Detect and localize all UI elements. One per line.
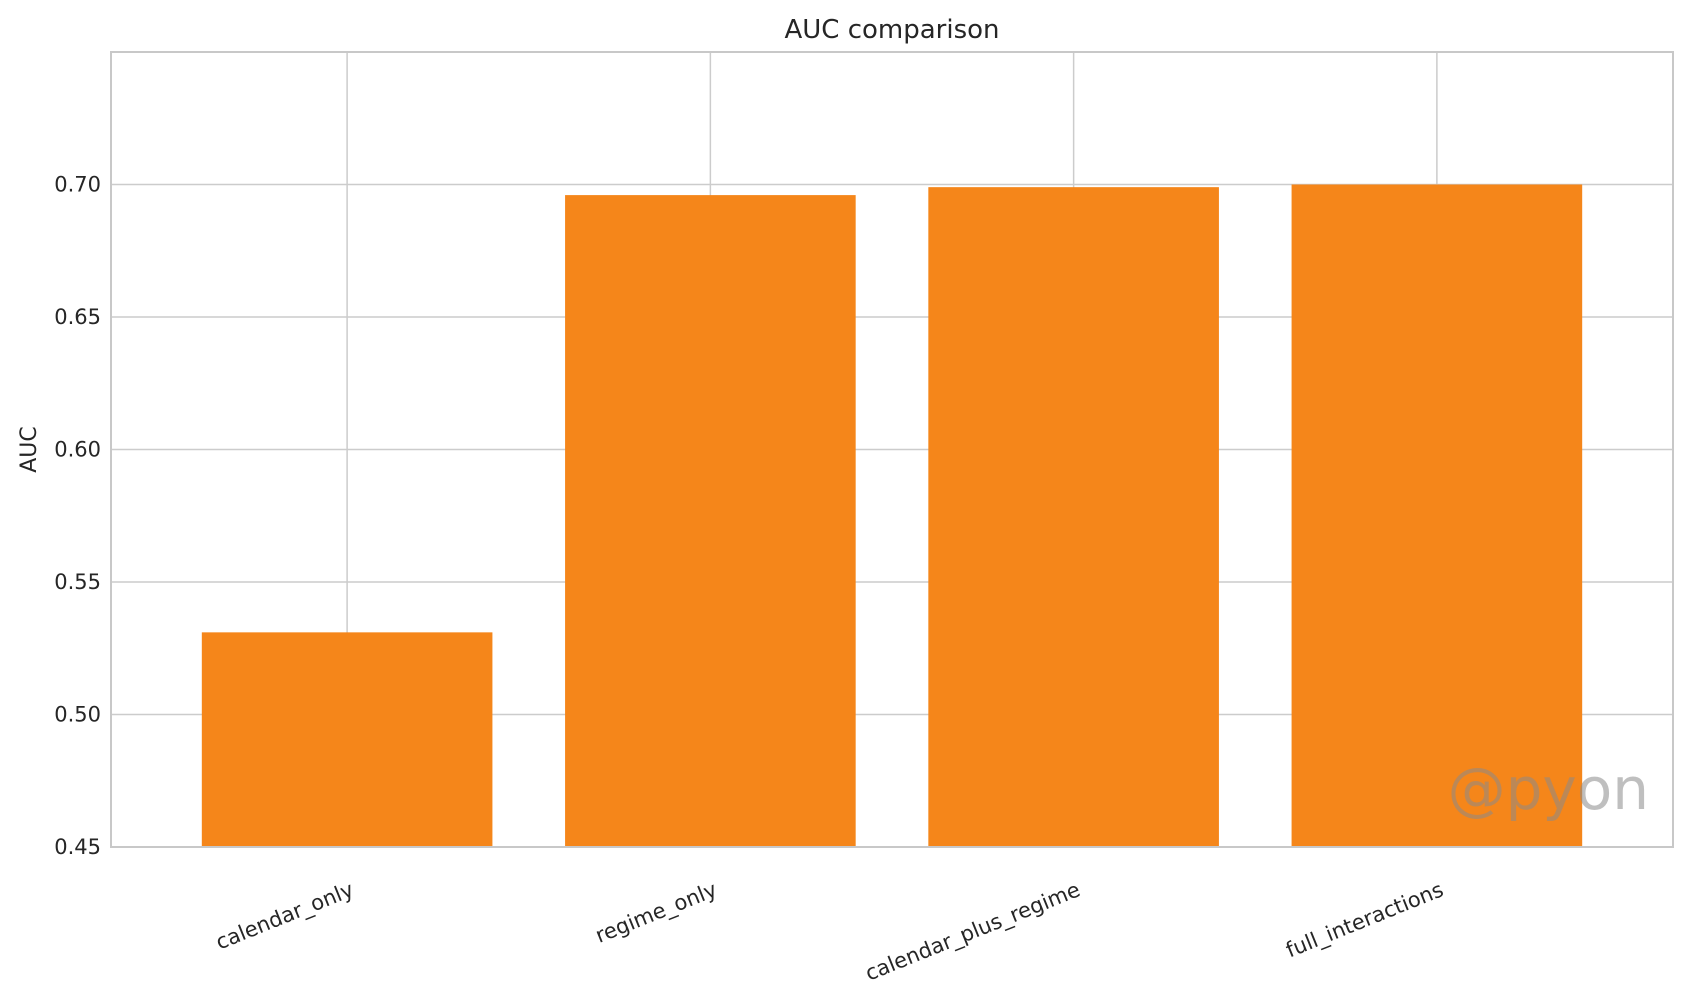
bar-regime-only <box>565 195 856 847</box>
y-tick-label: 0.45 <box>54 835 101 859</box>
y-tick-label: 0.70 <box>54 173 101 197</box>
y-tick-labels: 0.45 0.50 0.55 0.60 0.65 0.70 <box>54 173 101 860</box>
plot-frame <box>110 51 1674 848</box>
bar-calendar-only <box>201 632 493 846</box>
y-tick-label: 0.60 <box>54 438 101 462</box>
chart-title: AUC comparison <box>784 15 999 45</box>
bars <box>201 184 1583 847</box>
y-tick-label: 0.55 <box>54 570 101 594</box>
y-axis-label: AUC <box>17 426 42 473</box>
watermark: @pyon <box>1448 755 1649 823</box>
y-tick-label: 0.65 <box>54 305 101 329</box>
bar-full-interactions <box>1291 184 1583 846</box>
y-tick-label: 0.50 <box>54 703 101 727</box>
bar-calendar-plus-regime <box>928 187 1219 846</box>
